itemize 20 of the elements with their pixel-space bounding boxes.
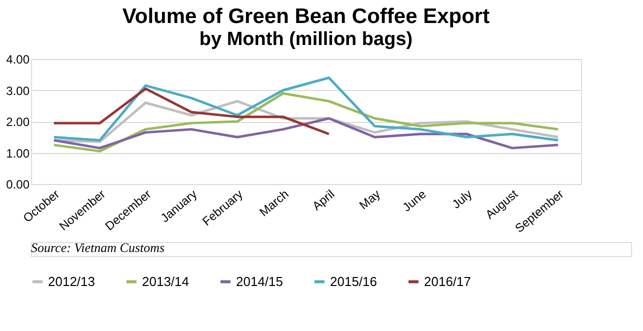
chart-title: Volume of Green Bean Coffee Export (122, 5, 490, 28)
legend-label: 2013/14 (142, 274, 189, 289)
line-series (52, 117, 560, 150)
legend-label: 2012/13 (48, 274, 95, 289)
y-tick-label: 3.00 (6, 84, 30, 98)
legend-label: 2015/16 (330, 274, 377, 289)
x-tick-label: June (400, 186, 430, 214)
line-series (52, 92, 560, 152)
line-series (52, 76, 560, 142)
line-series (52, 87, 330, 136)
y-tick-label: 1.00 (6, 146, 30, 160)
source-note: Source: Vietnam Customs (31, 240, 165, 255)
y-tick-label: 0.00 (6, 178, 30, 192)
x-tick-label: May (356, 186, 383, 212)
x-tick-label: July (449, 186, 475, 212)
legend-label: 2016/17 (424, 274, 471, 289)
legend-label: 2014/15 (236, 274, 283, 289)
chart-subtitle: by Month (million bags) (199, 29, 413, 50)
y-tick-label: 2.00 (6, 115, 30, 129)
y-tick-label: 4.00 (6, 52, 30, 66)
